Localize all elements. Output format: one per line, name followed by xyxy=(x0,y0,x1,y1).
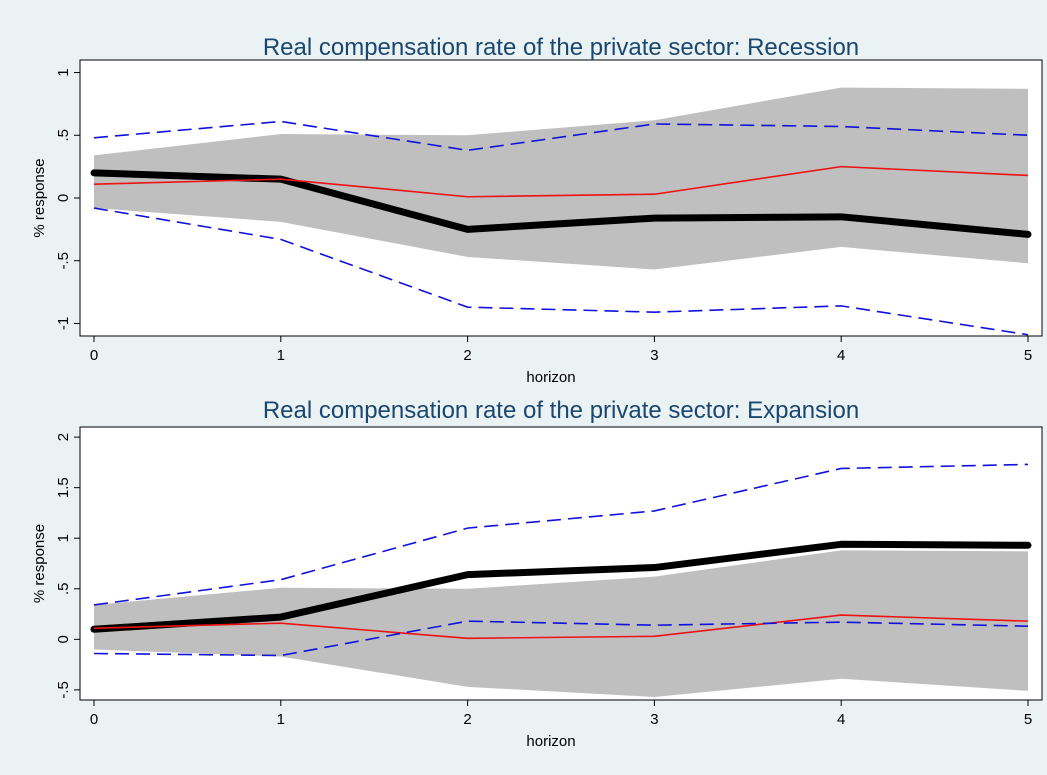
x-tick-label: 4 xyxy=(837,347,845,364)
series-line-dashed-3 xyxy=(93,207,1029,336)
x-axis-label: horizon xyxy=(526,369,575,386)
x-tick-label: 5 xyxy=(1024,711,1032,728)
series-line-dashed-3 xyxy=(93,620,1029,657)
series-line-dashed-2 xyxy=(93,120,1029,152)
x-tick-label: 0 xyxy=(90,347,98,364)
series-line-point-estimate xyxy=(90,540,1032,633)
y-tick-label: -.5 xyxy=(55,681,72,699)
series-line-point-estimate xyxy=(90,169,1032,238)
chart-title: Real compensation rate of the private se… xyxy=(263,34,859,61)
y-tick-label: .5 xyxy=(55,129,72,142)
y-tick-label: 2 xyxy=(55,433,72,441)
y-axis-label: % response xyxy=(31,158,48,237)
y-tick-label: -1 xyxy=(55,317,72,330)
x-axis-label: horizon xyxy=(526,733,575,750)
chart-title: Real compensation rate of the private se… xyxy=(263,397,859,424)
y-tick-label: -.5 xyxy=(55,252,72,270)
x-tick-label: 2 xyxy=(463,711,471,728)
series-line-dashed-2 xyxy=(93,463,1029,606)
confidence-band xyxy=(94,87,1028,270)
y-tick-label: .5 xyxy=(55,583,72,596)
series-line-red xyxy=(93,614,1029,640)
x-tick-label: 2 xyxy=(463,347,471,364)
y-tick-label: 1 xyxy=(55,534,72,542)
y-tick-label: 0 xyxy=(55,194,72,202)
x-tick-label: 3 xyxy=(650,711,658,728)
y-tick-label: 0 xyxy=(55,635,72,643)
x-tick-label: 1 xyxy=(277,711,285,728)
x-tick-label: 4 xyxy=(837,711,845,728)
series-line-red xyxy=(93,165,1029,198)
x-tick-label: 3 xyxy=(650,347,658,364)
y-axis-label: % response xyxy=(31,524,48,603)
x-tick-label: 5 xyxy=(1024,347,1032,364)
x-tick-label: 1 xyxy=(277,347,285,364)
y-tick-label: 1 xyxy=(55,68,72,76)
y-tick-label: 1.5 xyxy=(55,477,72,498)
x-tick-label: 0 xyxy=(90,711,98,728)
